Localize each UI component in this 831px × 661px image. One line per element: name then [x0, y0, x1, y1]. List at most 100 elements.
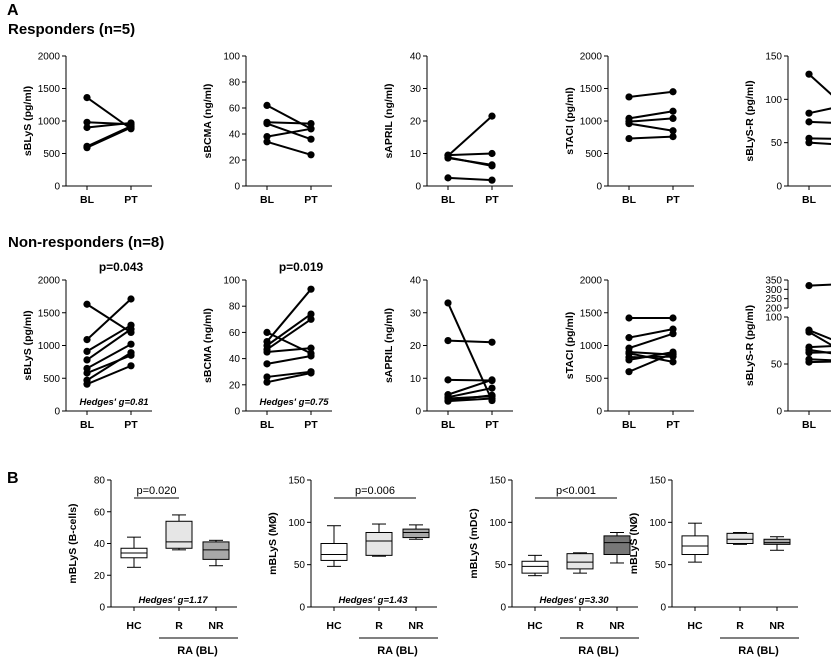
r4-series-line-4	[628, 135, 674, 140]
n5-series-line-0	[808, 283, 831, 287]
n1-point-bl-3	[83, 356, 91, 364]
b4-ylabel: mBLyS (NØ)	[628, 513, 640, 574]
b1-ytick-label-0: 0	[99, 603, 105, 614]
n5-ytick-label-0: 0	[776, 407, 782, 418]
n3-series-line-0	[447, 302, 493, 401]
b4-ytick-label-1: 50	[655, 560, 667, 571]
r1-point-bl-0	[83, 94, 91, 102]
n4-point-pt-2	[669, 330, 677, 338]
b4-ytick-label-2: 100	[649, 518, 666, 529]
n3-ylabel: sAPRIL (ng/ml)	[383, 308, 395, 383]
n4-point-bl-7	[625, 368, 633, 376]
n2-series-line-5	[266, 354, 312, 365]
r5-ytick-label-3: 150	[765, 52, 782, 63]
r2-series-line-2	[266, 122, 312, 141]
n1-pvalue: p=0.043	[99, 260, 144, 274]
n4-point-pt-7	[669, 349, 677, 357]
r3-point-pt-1	[488, 112, 496, 120]
b3-group-label: RA (BL)	[578, 645, 619, 657]
r3-ytick-label-2: 20	[410, 117, 422, 128]
b3-xtick-label-1: R	[576, 620, 584, 632]
r4-ytick-label-3: 1500	[580, 84, 603, 95]
r4-ytick-label-2: 1000	[580, 117, 603, 128]
b2-ytick-label-2: 100	[288, 518, 305, 529]
n3-point-bl-7	[444, 397, 452, 405]
n1-series-line-2	[86, 324, 132, 353]
b4-ytick-label-0: 0	[660, 603, 666, 614]
n5-ytick-label-2: 100	[765, 313, 782, 324]
r4-ylabel: sTACI (pg/ml)	[564, 87, 576, 154]
r3-point-bl-4	[444, 174, 452, 182]
n1-point-bl-7	[83, 380, 91, 388]
n4-point-bl-0	[625, 314, 633, 322]
n4-ytick-label-2: 1000	[580, 341, 603, 352]
b2-xtick-label-1: R	[375, 620, 383, 632]
r2-ytick-label-5: 100	[223, 52, 240, 63]
n1-ytick-label-2: 1000	[38, 341, 61, 352]
r5-ytick-label-0: 0	[776, 182, 782, 193]
n1-point-pt-6	[127, 349, 135, 357]
n2-ytick-label-4: 80	[229, 302, 241, 313]
n2-point-pt-1	[307, 285, 315, 293]
b1-ytick-label-4: 80	[94, 476, 106, 487]
b1-ytick-label-1: 20	[94, 571, 106, 582]
r3-series-line-1	[447, 115, 493, 157]
b4-xtick-label-2: NR	[769, 620, 785, 632]
b1-ylabel: mBLyS (B-cells)	[67, 503, 79, 583]
n5-ytick-label-1: 50	[771, 360, 783, 371]
n2-series-line-6	[266, 370, 312, 378]
n2-ytick-label-1: 20	[229, 380, 241, 391]
r2-point-bl-0	[263, 101, 271, 109]
b4-xtick-label-0: HC	[687, 620, 703, 632]
n3-point-pt-7	[488, 394, 496, 403]
r2-xtick-label-1: PT	[304, 194, 318, 206]
r5-xtick-label-0: BL	[802, 194, 817, 206]
r2-point-pt-4	[307, 151, 315, 159]
r4-ytick-label-4: 2000	[580, 52, 603, 63]
n4-point-bl-1	[625, 334, 633, 342]
r4-point-pt-4	[669, 133, 677, 141]
n1-hedges: Hedges' g=0.81	[79, 397, 148, 408]
r3-xtick-label-0: BL	[441, 194, 456, 206]
n2-point-pt-4	[307, 344, 315, 352]
r3-series-line-4	[447, 176, 493, 182]
n3-point-bl-0	[444, 299, 452, 307]
r5-series-line-1	[808, 107, 831, 115]
n4-point-pt-0	[669, 314, 677, 322]
n2-point-bl-4	[263, 348, 271, 356]
r1-point-bl-1	[83, 118, 91, 126]
r4-point-bl-3	[625, 120, 633, 128]
nonresponders-title: Non-responders (n=8)	[8, 234, 165, 251]
n4-ytick-label-3: 1500	[580, 308, 603, 319]
r4-xtick-label-0: BL	[622, 194, 637, 206]
n1-series-line-3	[86, 328, 132, 361]
n2-xtick-label-1: PT	[304, 419, 318, 431]
r1-point-pt-4	[127, 123, 135, 132]
b2-xtick-label-2: NR	[408, 620, 424, 632]
r3-point-bl-3	[444, 154, 452, 162]
r3-ytick-label-4: 40	[410, 52, 422, 63]
n4-series-line-2	[628, 332, 674, 350]
r1-xtick-label-1: PT	[124, 194, 138, 206]
n3-ytick-label-3: 30	[410, 308, 422, 319]
n2-point-bl-5	[263, 360, 271, 368]
b3-ytick-label-2: 100	[489, 518, 506, 529]
n1-point-bl-2	[83, 347, 91, 355]
r4-series-line-0	[628, 90, 674, 98]
b2-box-0	[320, 543, 348, 561]
r2-ytick-label-2: 40	[229, 130, 241, 141]
n1-ytick-label-1: 500	[43, 374, 60, 385]
n2-xtick-label-0: BL	[260, 419, 275, 431]
b3-box-2	[603, 535, 631, 556]
n3-point-pt-3	[488, 376, 496, 384]
n2-series-line-2	[266, 313, 312, 347]
n3-point-pt-1	[488, 338, 496, 346]
b4-box-1	[726, 532, 754, 545]
n5-point-bl-0	[805, 282, 813, 290]
n5-point-bl-7	[805, 358, 813, 366]
b2-pvalue: p=0.006	[355, 485, 395, 497]
r5-ylabel: sBLyS-R (pg/ml)	[744, 80, 756, 161]
r4-point-pt-3	[669, 127, 677, 135]
r1-ylabel: sBLyS (pg/ml)	[22, 86, 34, 156]
n1-ytick-label-4: 2000	[38, 276, 61, 287]
